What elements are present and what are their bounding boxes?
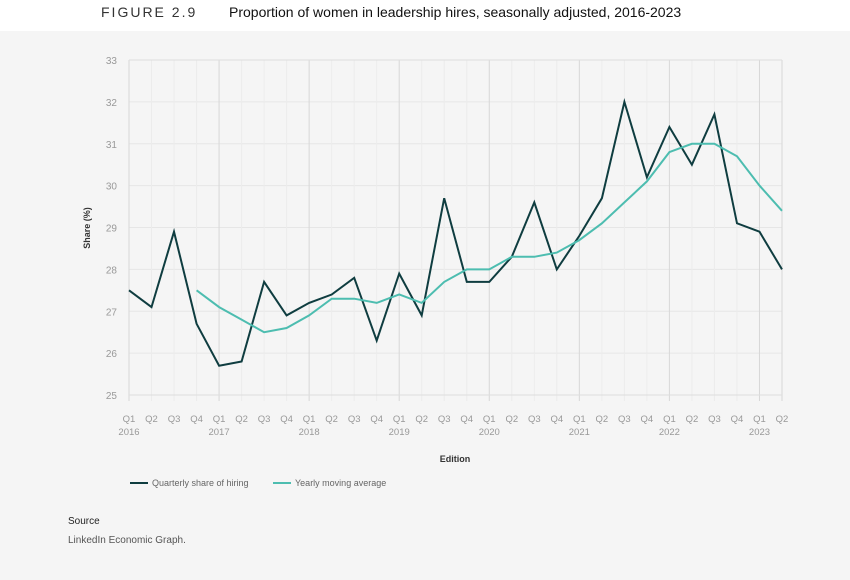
x-tick-label: Q2 [776, 414, 789, 425]
x-tick-label: Q2 [596, 414, 609, 425]
x-year-label: 2017 [208, 427, 229, 438]
x-tick-label: Q1 [213, 414, 226, 425]
y-tick-label: 27 [106, 307, 118, 318]
x-tick-label: Q3 [258, 414, 271, 425]
x-tick-label: Q3 [168, 414, 181, 425]
x-tick-label: Q1 [483, 414, 496, 425]
y-tick-label: 33 [106, 56, 118, 67]
x-year-label: 2018 [299, 427, 320, 438]
x-year-label: 2016 [118, 427, 139, 438]
source-text: LinkedIn Economic Graph. [68, 535, 186, 546]
y-tick-label: 28 [106, 265, 118, 276]
x-tick-label: Q4 [731, 414, 744, 425]
x-tick-label: Q2 [686, 414, 699, 425]
x-tick-label: Q3 [708, 414, 721, 425]
x-tick-label: Q4 [190, 414, 203, 425]
x-year-label: 2019 [389, 427, 410, 438]
x-tick-label: Q4 [460, 414, 473, 425]
y-tick-label: 32 [106, 98, 118, 109]
legend-label: Quarterly share of hiring [152, 478, 249, 488]
y-tick-label: 26 [106, 349, 118, 360]
x-tick-label: Q1 [663, 414, 676, 425]
figure-header: FIGURE 2.9 Proportion of women in leader… [0, 0, 850, 31]
x-year-label: 2022 [659, 427, 680, 438]
y-tick-label: 29 [106, 224, 118, 235]
x-tick-label: Q2 [505, 414, 518, 425]
x-tick-label: Q2 [235, 414, 248, 425]
figure-title: Proportion of women in leadership hires,… [229, 4, 682, 20]
x-tick-label: Q3 [348, 414, 361, 425]
x-tick-label: Q2 [325, 414, 338, 425]
y-tick-label: 31 [106, 140, 118, 151]
x-tick-label: Q1 [303, 414, 316, 425]
x-tick-label: Q1 [123, 414, 136, 425]
x-tick-label: Q4 [370, 414, 383, 425]
source-heading: Source [68, 516, 100, 527]
x-axis-title: Edition [440, 454, 471, 464]
x-tick-label: Q3 [528, 414, 541, 425]
y-axis-title: Share (%) [82, 207, 92, 249]
x-tick-label: Q4 [280, 414, 293, 425]
legend-label: Yearly moving average [295, 478, 386, 488]
x-tick-label: Q4 [641, 414, 654, 425]
x-tick-label: Q2 [415, 414, 428, 425]
series-line-moving-average [196, 142, 783, 334]
y-tick-label: 30 [106, 182, 118, 193]
x-tick-label: Q1 [753, 414, 766, 425]
x-tick-label: Q3 [618, 414, 631, 425]
x-tick-label: Q3 [438, 414, 451, 425]
x-tick-label: Q2 [145, 414, 158, 425]
series-line-quarterly [128, 98, 783, 367]
x-year-label: 2023 [749, 427, 770, 438]
x-year-label: 2020 [479, 427, 500, 438]
figure-label: FIGURE 2.9 [101, 4, 198, 20]
x-tick-label: Q1 [393, 414, 406, 425]
x-tick-label: Q1 [573, 414, 586, 425]
x-year-label: 2021 [569, 427, 590, 438]
x-tick-label: Q4 [550, 414, 563, 425]
y-tick-label: 25 [106, 391, 118, 402]
chart-panel [0, 31, 850, 580]
